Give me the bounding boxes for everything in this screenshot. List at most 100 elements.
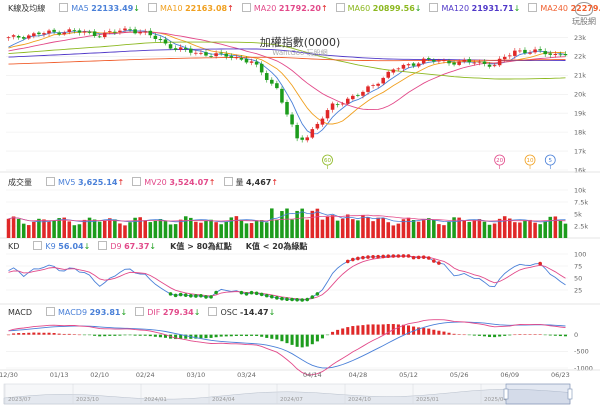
- candle-body: [67, 29, 72, 33]
- kd-oversold-dot: [194, 294, 198, 298]
- volume-bar: [209, 219, 213, 238]
- kd-oversold-dot: [168, 292, 173, 296]
- osc-bar: [47, 332, 51, 335]
- osc-bar: [523, 334, 527, 335]
- legend-item-ma10[interactable]: MA10 22163.08↑: [147, 3, 234, 13]
- navigator-window[interactable]: [505, 383, 571, 405]
- osc-bar: [452, 333, 456, 335]
- brand-name: 玩股網: [572, 17, 596, 26]
- osc-bar: [158, 334, 162, 338]
- legend-item-mv5[interactable]: MV5 3,625.14↑: [46, 177, 124, 187]
- osc-bar: [427, 328, 431, 335]
- volume-bar: [143, 220, 148, 238]
- candle-body: [502, 56, 507, 60]
- brand-logo[interactable]: 玩股網: [572, 2, 596, 27]
- osc-bar: [351, 326, 355, 335]
- checkbox-icon[interactable]: [59, 3, 69, 12]
- kd-oversold-dot: [285, 297, 289, 301]
- legend-item-ma60[interactable]: MA60 20899.56↓: [335, 3, 421, 13]
- x-axis-label: 01/13: [50, 371, 69, 379]
- legend-item-k9[interactable]: K9 56.04↓: [33, 241, 90, 251]
- osc-bar: [260, 334, 264, 337]
- arrow-down-icon: ↓: [268, 308, 276, 317]
- checkbox-icon[interactable]: [45, 307, 55, 316]
- legend-item-dif[interactable]: DIF 279.34↓: [135, 307, 200, 317]
- price-tick-label: 17k: [574, 147, 586, 155]
- volume-bar: [376, 217, 380, 238]
- legend-name: 量: [235, 178, 247, 187]
- legend-item-d9[interactable]: D9 67.37↓: [98, 241, 156, 251]
- candle-body: [533, 49, 537, 53]
- volume-bar: [492, 223, 497, 238]
- legend-item-ma120[interactable]: MA120 21931.71↓: [429, 3, 520, 13]
- candle-body: [214, 53, 218, 57]
- checkbox-icon[interactable]: [46, 177, 55, 186]
- osc-bar: [498, 334, 502, 337]
- legend-value: 4,467: [246, 178, 272, 187]
- osc-bar: [508, 334, 512, 336]
- osc-bar: [488, 334, 492, 337]
- osc-bar: [12, 333, 16, 335]
- osc-bar: [204, 334, 208, 339]
- legend-item-量[interactable]: 量 4,467↑: [223, 177, 278, 187]
- candle-body: [295, 124, 299, 139]
- volume-bar: [32, 221, 36, 238]
- candle-body: [563, 54, 568, 56]
- volume-bar: [315, 208, 320, 238]
- kd-tick-label: 50: [574, 274, 582, 282]
- volume-bar: [452, 217, 456, 238]
- volume-bar: [82, 219, 87, 238]
- osc-bar: [290, 334, 294, 345]
- legend-item-ma20[interactable]: MA20 21792.20↑: [241, 3, 328, 13]
- navigator-handle[interactable]: [503, 388, 509, 400]
- kd-overbought-dot: [391, 254, 396, 258]
- osc-bar: [82, 334, 86, 336]
- kd-oversold-dot: [239, 290, 244, 295]
- wantgoo-logo-icon: [575, 2, 593, 16]
- candle-body: [335, 104, 340, 106]
- osc-bar: [462, 334, 466, 336]
- volume-bar: [6, 218, 11, 238]
- checkbox-icon[interactable]: [241, 3, 251, 12]
- kd-overbought-dot: [416, 255, 421, 260]
- navigator-label: 2023/10: [76, 397, 99, 403]
- volume-bar: [462, 220, 466, 238]
- volume-tick-label: 7.5k: [574, 198, 588, 206]
- checkbox-icon[interactable]: [135, 307, 145, 316]
- checkbox-icon[interactable]: [528, 3, 538, 12]
- osc-bar: [467, 334, 471, 336]
- candle-body: [194, 52, 198, 54]
- navigator-label: 2024/01: [144, 397, 167, 403]
- osc-bar: [199, 334, 203, 339]
- legend-item-mv20[interactable]: MV20 3,524.07↑: [132, 177, 216, 187]
- checkbox-icon[interactable]: [147, 3, 157, 12]
- volume-bar: [345, 214, 350, 238]
- checkbox-icon[interactable]: [429, 3, 439, 12]
- checkbox-icon[interactable]: [208, 307, 218, 316]
- kd-overbought-dot: [381, 254, 385, 259]
- legend-item-ma5[interactable]: MA5 22133.49↓: [59, 3, 140, 13]
- kd-tick-label: 25: [574, 286, 582, 294]
- osc-bar: [300, 334, 304, 348]
- checkbox-icon[interactable]: [335, 3, 345, 12]
- volume-bar: [330, 215, 335, 238]
- volume-bar: [391, 225, 396, 238]
- osc-bar: [93, 334, 97, 336]
- volume-bar: [168, 224, 173, 238]
- volume-bar: [11, 216, 16, 238]
- kd-oversold-dot: [270, 294, 274, 299]
- checkbox-icon[interactable]: [132, 177, 142, 186]
- checkbox-icon[interactable]: [33, 241, 43, 250]
- legend-item-ma240[interactable]: MA240 22279.68↓: [528, 3, 600, 13]
- legend-item-osc[interactable]: OSC -14.47↓: [208, 307, 276, 317]
- legend-value: 21792.20: [278, 4, 321, 13]
- checkbox-icon[interactable]: [98, 241, 108, 250]
- kd-oversold-dot: [259, 292, 264, 297]
- volume-bar: [52, 220, 56, 238]
- navigator-handle[interactable]: [567, 388, 573, 400]
- volume-bar: [183, 216, 188, 238]
- osc-bar: [341, 328, 345, 335]
- legend-item-macd9[interactable]: MACD9 293.81↓: [45, 307, 127, 317]
- checkbox-icon[interactable]: [223, 177, 233, 186]
- kd-oversold-dot: [173, 293, 178, 298]
